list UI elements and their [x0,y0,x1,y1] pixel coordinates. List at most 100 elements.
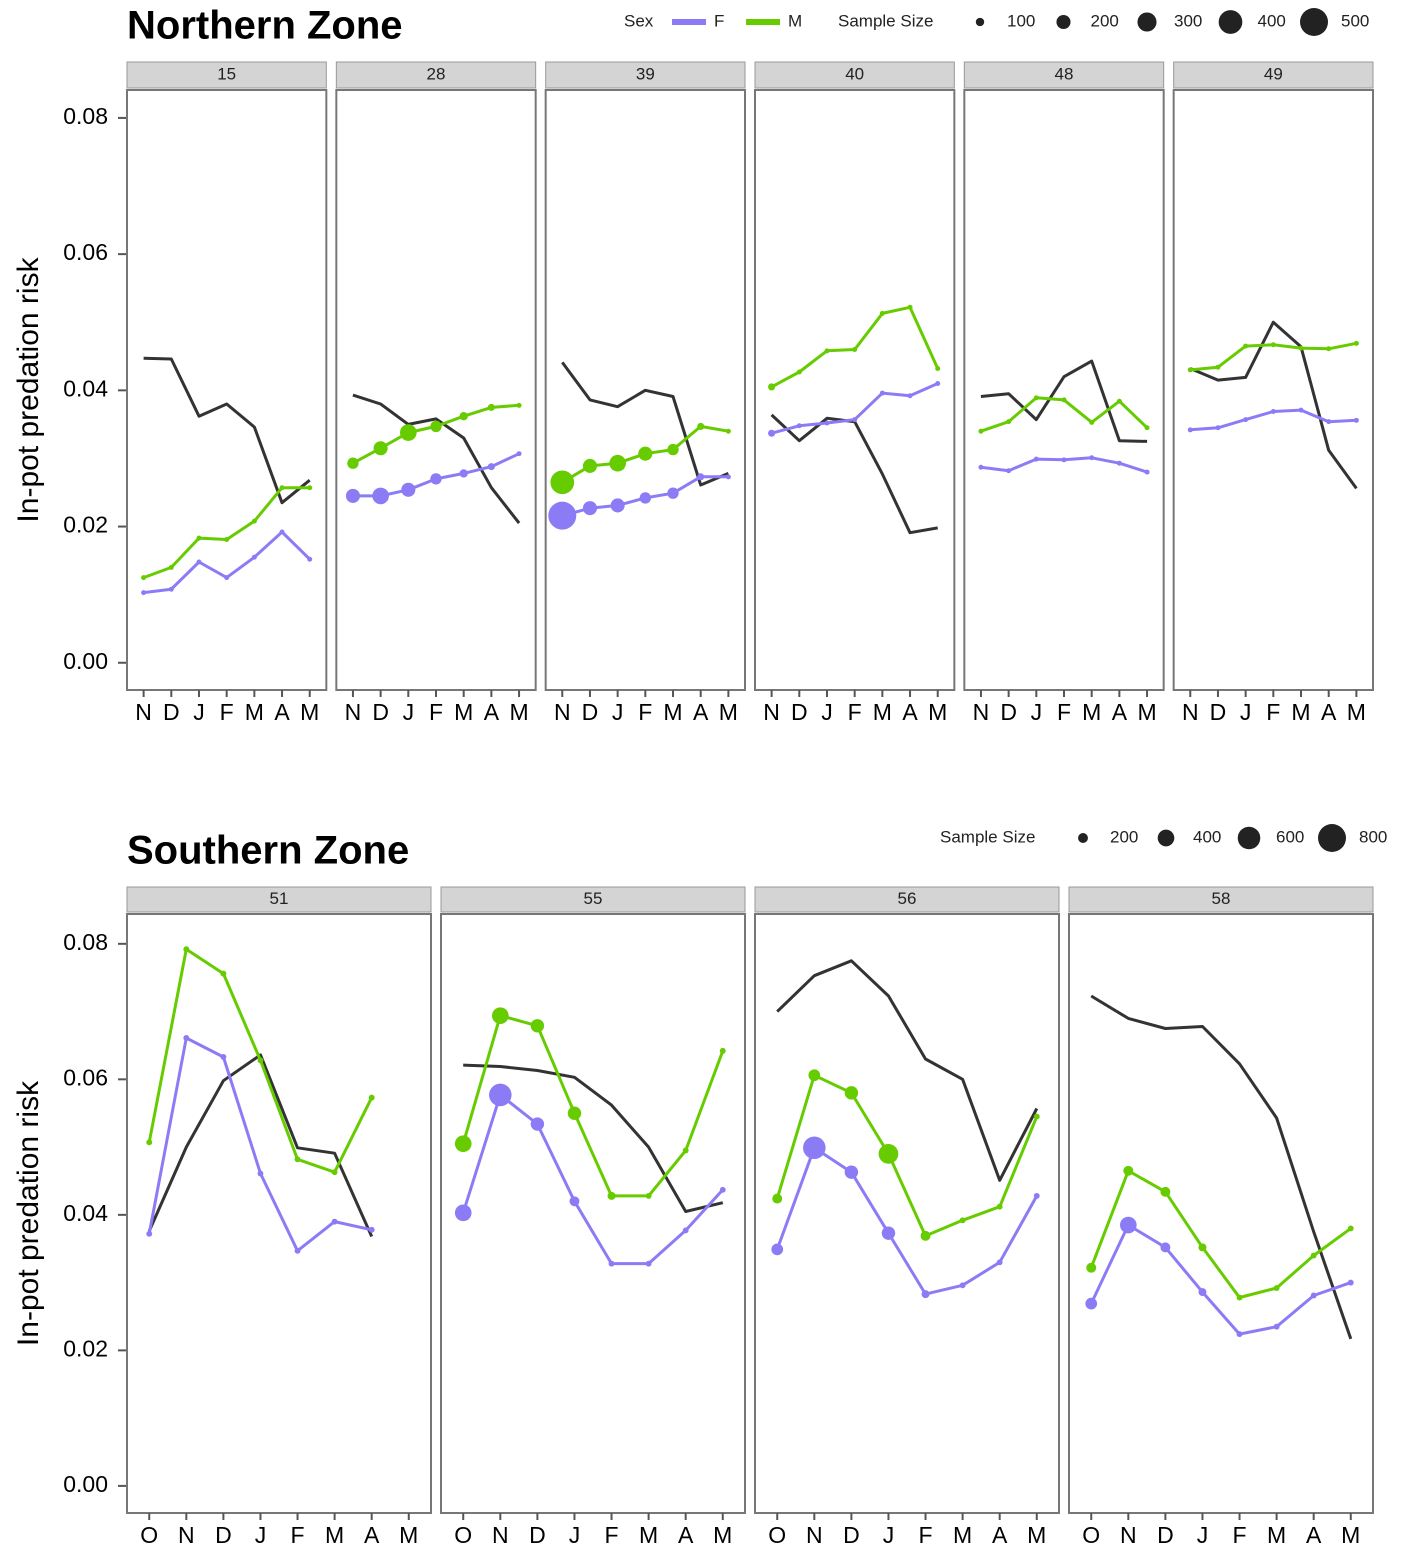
point [307,485,313,491]
x-tick-label: A [1306,1522,1322,1548]
x-tick-label: M [300,699,319,725]
point [808,1069,821,1082]
x-tick-label: D [582,699,599,725]
point [1116,398,1122,404]
x-tick-label: J [821,699,833,725]
x-tick-label: F [1057,699,1071,725]
point [959,1282,966,1289]
chart-title: Southern Zone [127,829,409,873]
x-tick-label: J [883,1522,895,1548]
point [224,575,230,581]
size-legend-title: Sample Size [838,11,933,30]
point [307,556,313,562]
x-tick-label: D [372,699,389,725]
point [772,1193,783,1204]
size-legend-label: 200 [1110,827,1138,846]
y-tick-label: 0.06 [63,1064,108,1090]
x-tick-label: M [1291,699,1310,725]
point [489,1083,512,1107]
strip [1068,886,1374,913]
point [146,1230,153,1237]
x-tick-label: D [529,1522,546,1548]
x-tick-label: F [848,699,862,725]
point [1033,395,1039,401]
point [550,470,575,495]
trend-line [561,361,729,487]
x-tick-label: F [291,1522,305,1548]
point [294,1156,301,1163]
trend-line [1189,320,1358,490]
point [682,1147,689,1154]
x-tick-label: J [193,699,205,725]
point [1310,1292,1317,1299]
x-tick-label: A [992,1522,1008,1548]
point [996,1203,1003,1210]
point [168,586,174,592]
x-tick-label: J [255,1522,267,1548]
point [796,423,802,429]
point [996,1259,1003,1266]
point [844,1086,859,1100]
x-tick-label: N [1120,1522,1137,1548]
point [487,463,495,471]
size-legend-dot [1056,14,1071,30]
point [1033,456,1039,462]
point [1243,417,1249,423]
point [224,536,230,542]
strip-label: 40 [845,64,864,83]
point [1187,367,1193,373]
y-tick-label: 0.04 [63,1200,108,1226]
x-tick-label: J [1197,1522,1209,1548]
point [1006,468,1012,474]
point [1061,457,1067,463]
y-tick-label: 0.08 [63,929,108,955]
point [852,346,858,352]
point [879,310,885,316]
y-tick-label: 0.00 [63,1471,108,1497]
x-tick-label: M [1347,699,1366,725]
point [459,412,468,421]
x-tick-label: M [1082,699,1101,725]
x-tick-label: D [1157,1522,1174,1548]
point [796,369,802,375]
point [487,403,495,411]
point [454,1204,472,1222]
x-tick-label: M [719,699,738,725]
point [1236,1294,1243,1301]
x-tick-label: F [429,699,443,725]
point [1215,425,1221,431]
point [1236,1331,1243,1338]
strip-label: 49 [1264,64,1283,83]
x-tick-label: F [919,1522,933,1548]
x-tick-label: M [1027,1522,1046,1548]
legend-label: F [714,11,724,30]
size-legend-label: 500 [1341,11,1369,30]
x-tick-label: D [1000,699,1017,725]
x-tick-label: N [763,699,780,725]
point [725,474,731,480]
size-legend-label: 200 [1091,11,1119,30]
point [368,1094,375,1101]
strip-label: 56 [898,889,917,908]
strip [126,61,327,89]
point [1198,1243,1207,1252]
x-tick-label: N [135,699,152,725]
point [879,390,885,396]
x-tick-label: A [1321,699,1337,725]
point [196,559,202,565]
point [1033,1113,1040,1120]
point [1273,1285,1280,1291]
panel [963,89,1165,691]
point [907,304,913,310]
point [183,946,190,953]
x-tick-label: A [693,699,709,725]
x-tick-label: D [843,1522,860,1548]
size-legend-dot [1157,829,1175,847]
point [331,1218,338,1225]
point [430,420,442,433]
trend-line [1090,994,1353,1340]
strip [754,61,955,89]
point [251,554,257,560]
point [1353,340,1359,346]
